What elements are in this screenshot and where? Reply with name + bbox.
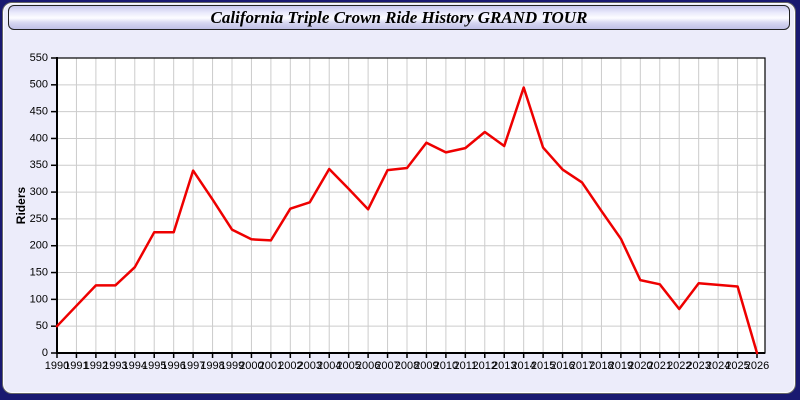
plot-area (57, 58, 765, 353)
x-tick-label: 2012 (473, 360, 497, 372)
x-tick-label: 2019 (609, 360, 633, 372)
x-tick-label: 2011 (454, 360, 478, 372)
x-tick-label: 2025 (725, 360, 749, 372)
x-tick-label: 2016 (550, 360, 574, 372)
x-tick-label: 2008 (395, 360, 419, 372)
x-tick-label: 2001 (259, 360, 283, 372)
x-tick-label: 2005 (336, 360, 360, 372)
y-tick-label: 0 (42, 347, 48, 359)
y-tick-label: 50 (36, 320, 48, 332)
x-tick-label: 2026 (745, 360, 769, 372)
x-tick-label: 2022 (667, 360, 691, 372)
x-tick-label: 2013 (492, 360, 516, 372)
y-tick-label: 250 (30, 213, 48, 225)
y-tick-label: 100 (30, 293, 48, 305)
x-tick-label: 1998 (200, 360, 224, 372)
y-tick-label: 550 (30, 52, 48, 64)
x-tick-label: 2018 (589, 360, 613, 372)
x-tick-label: 1990 (45, 360, 69, 372)
page-title: California Triple Crown Ride History GRA… (210, 7, 588, 27)
x-tick-label: 2009 (414, 360, 438, 372)
x-tick-label: 1996 (161, 360, 185, 372)
y-tick-label: 150 (30, 266, 48, 278)
y-tick-label: 350 (30, 159, 48, 171)
x-tick-label: 1993 (103, 360, 127, 372)
x-tick-label: 1991 (64, 360, 88, 372)
x-tick-label: 1999 (220, 360, 244, 372)
x-tick-label: 2015 (531, 360, 555, 372)
data-line-riders (55, 86, 759, 355)
x-tick-label: 1995 (142, 360, 166, 372)
y-axis-label: Riders (14, 187, 28, 225)
y-tick-label: 400 (30, 132, 48, 144)
y-tick-label: 450 (30, 106, 48, 118)
x-tick-label: 2014 (511, 360, 535, 372)
x-tick-label: 2020 (628, 360, 652, 372)
x-tick-label: 1992 (84, 360, 108, 372)
y-tick-label: 300 (30, 186, 48, 198)
x-tick-label: 1994 (123, 360, 147, 372)
x-tick-label: 2024 (706, 360, 730, 372)
title-bar: California Triple Crown Ride History GRA… (8, 5, 790, 30)
x-tick-label: 2002 (278, 360, 302, 372)
x-tick-label: 2023 (686, 360, 710, 372)
x-tick-label: 2010 (434, 360, 458, 372)
x-tick-label: 2004 (317, 360, 341, 372)
x-tick-label: 2007 (375, 360, 399, 372)
y-tick-label: 200 (30, 240, 48, 252)
x-tick-label: 2000 (239, 360, 263, 372)
x-tick-label: 2006 (356, 360, 380, 372)
x-tick-label: 2021 (648, 360, 672, 372)
y-tick-label: 500 (30, 79, 48, 91)
x-tick-label: 1997 (181, 360, 205, 372)
x-tick-label: 2003 (298, 360, 322, 372)
x-tick-label: 2017 (570, 360, 594, 372)
